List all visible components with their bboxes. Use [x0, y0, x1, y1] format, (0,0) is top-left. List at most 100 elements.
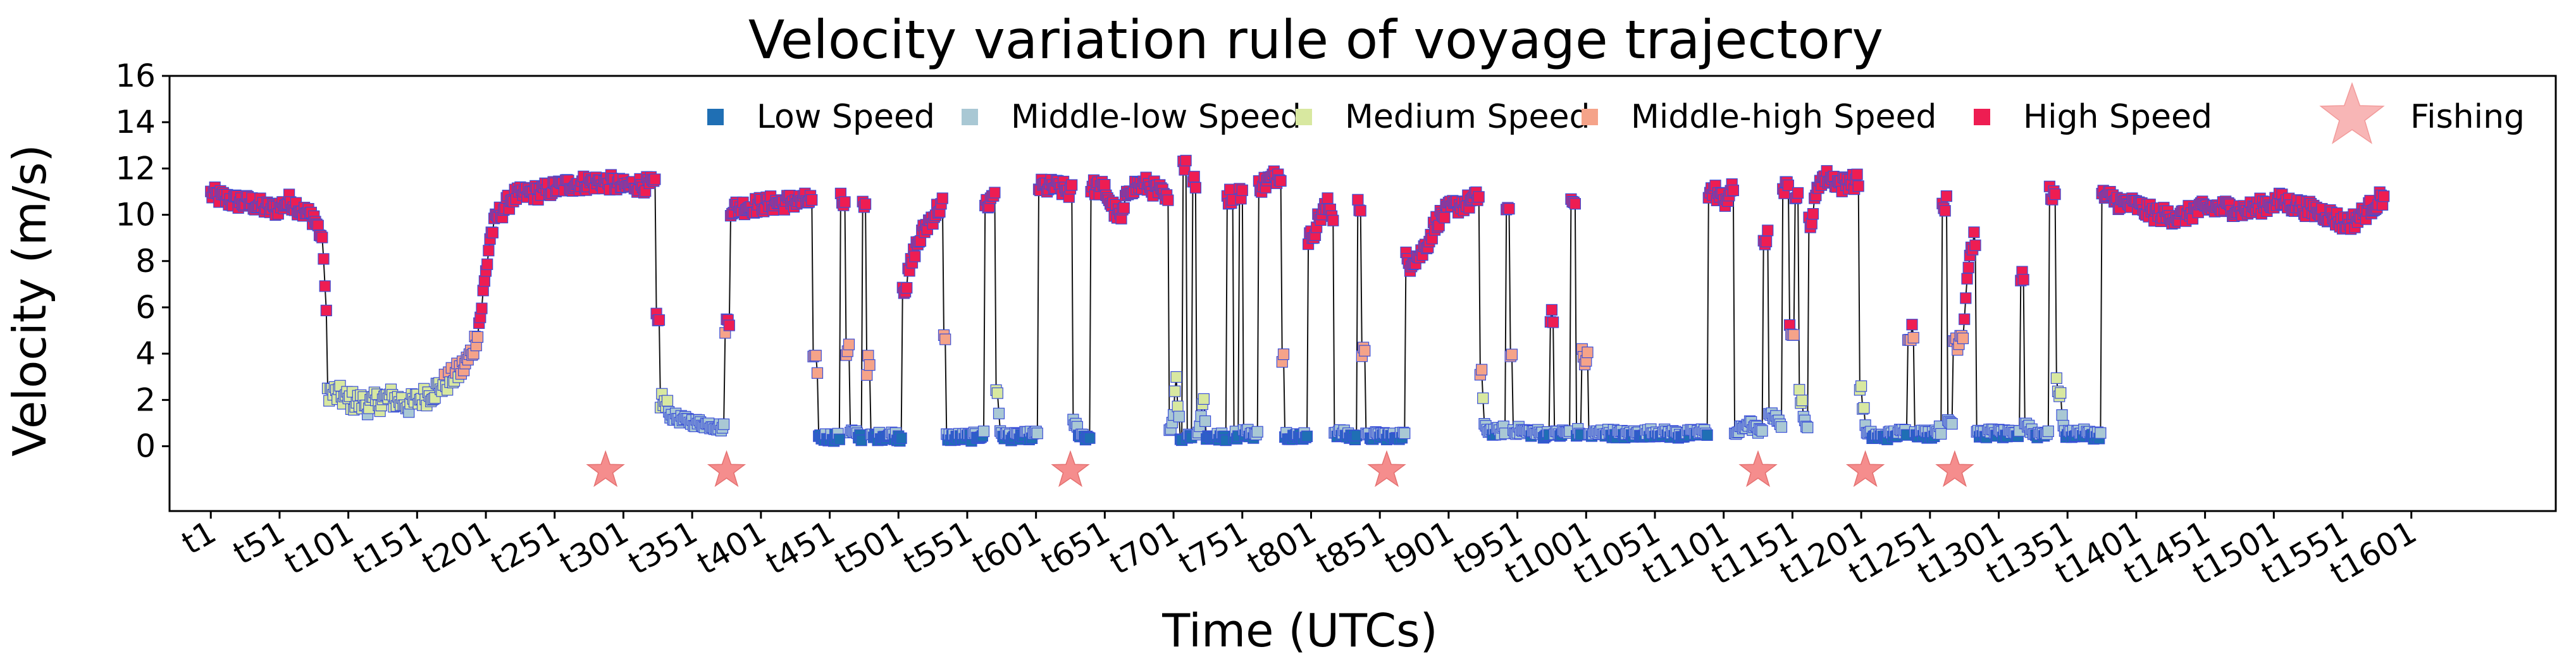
speed-point: [1855, 380, 1867, 392]
speed-point: [1805, 218, 1817, 230]
speed-point: [1852, 180, 1864, 192]
speed-point: [2055, 387, 2067, 399]
speed-point: [843, 338, 855, 350]
y-tick-label: 8: [135, 243, 156, 280]
speed-point: [1935, 428, 1947, 440]
speed-point: [481, 258, 493, 270]
speed-point: [1352, 194, 1364, 206]
speed-point: [1782, 179, 1794, 192]
speed-point: [1351, 429, 1363, 441]
speed-point: [1359, 345, 1371, 357]
speed-point: [1198, 393, 1210, 405]
legend-label: Middle-low Speed: [1011, 98, 1301, 136]
speed-point: [1066, 179, 1078, 191]
legend-swatch: [1296, 109, 1312, 125]
y-tick-label: 4: [135, 335, 156, 372]
legend-swatch: [707, 109, 724, 125]
speed-point: [1224, 183, 1236, 195]
speed-point: [2042, 425, 2054, 438]
y-tick-label: 2: [135, 381, 156, 418]
fishing-star: [586, 450, 625, 488]
speed-point: [1788, 329, 1800, 341]
speed-point: [1251, 426, 1263, 438]
speed-point: [977, 425, 990, 438]
speed-point: [1940, 190, 1952, 202]
speed-point: [855, 435, 867, 447]
speed-point: [993, 407, 1005, 419]
fishing-star: [707, 450, 746, 488]
plot-frame: [168, 75, 2557, 512]
speed-point: [1188, 171, 1200, 183]
y-tick-label: 16: [115, 58, 156, 94]
speed-point: [1796, 394, 1808, 407]
speed-point: [1322, 192, 1334, 204]
speed-point: [1962, 261, 1974, 274]
speed-point: [1275, 175, 1287, 187]
fishing-star: [1845, 450, 1885, 488]
speed-point: [1503, 203, 1515, 215]
legend-star-icon: [2319, 82, 2385, 144]
y-tick-label: 14: [115, 104, 156, 140]
speed-point: [1960, 292, 1972, 304]
fishing-star: [1738, 450, 1778, 488]
speed-point: [1858, 402, 1870, 414]
y-axis-label: Velocity (m/s): [3, 144, 56, 456]
speed-point: [1792, 187, 1804, 199]
speed-point: [1354, 205, 1366, 217]
speed-point: [1762, 225, 1774, 237]
speed-point: [471, 331, 484, 343]
speed-markers: [205, 154, 2390, 447]
speed-point: [1180, 154, 1192, 166]
speed-point: [1569, 198, 1581, 210]
y-tick-label: 6: [135, 289, 156, 326]
fishing-star: [1935, 450, 1974, 488]
speed-point: [1545, 304, 1557, 316]
speed-point: [1327, 214, 1339, 226]
speed-point: [861, 369, 873, 381]
legend-swatch: [1974, 109, 1990, 125]
speed-point: [1701, 429, 1713, 441]
speed-point: [991, 387, 1003, 399]
speed-point: [1473, 191, 1485, 203]
speed-point: [312, 219, 324, 231]
speed-point: [2095, 427, 2107, 439]
speed-point: [810, 350, 822, 362]
speed-point: [1761, 235, 1773, 247]
speed-point: [1301, 430, 1313, 443]
speed-point: [316, 231, 328, 244]
speed-point: [833, 433, 845, 445]
legend-label: Medium Speed: [1345, 98, 1590, 136]
speed-point: [1399, 427, 1411, 440]
speed-point: [2050, 372, 2062, 385]
speed-point: [2049, 188, 2061, 200]
speed-point: [1906, 319, 1918, 331]
speed-point: [2017, 274, 2029, 286]
speed-point: [1547, 316, 1559, 328]
speed-point: [811, 367, 824, 379]
speed-point: [1031, 428, 1043, 440]
speed-point: [661, 395, 674, 407]
speed-point: [1439, 212, 1451, 224]
speed-point: [1476, 364, 1488, 376]
speed-point: [1851, 168, 1863, 180]
speed-point: [1236, 184, 1248, 196]
speed-point: [1727, 184, 1739, 197]
speed-point: [320, 304, 332, 316]
speed-point: [319, 280, 331, 292]
speed-point: [2056, 409, 2068, 421]
speed-point: [1756, 425, 1768, 437]
speed-point: [901, 282, 913, 294]
speed-point: [1957, 332, 1969, 345]
legend: Low Speed Middle-low Speed Medium Speed Mid…: [707, 82, 2525, 144]
speed-point: [723, 319, 735, 331]
speed-point: [649, 173, 661, 185]
legend-label: High Speed: [2023, 98, 2212, 136]
legend-swatch: [1582, 109, 1598, 125]
speed-point: [1961, 273, 1973, 285]
speed-point: [1946, 417, 1958, 430]
y-tick-label: 0: [135, 428, 156, 465]
speed-point: [1959, 313, 1971, 325]
legend-label: Low Speed: [757, 98, 935, 136]
